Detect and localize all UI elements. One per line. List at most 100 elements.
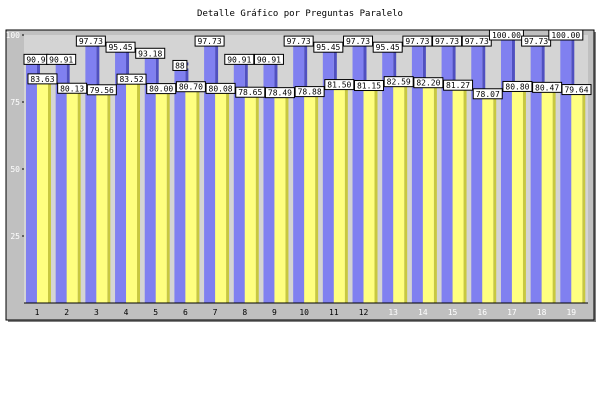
bar-series-2 [571,89,583,304]
bar-side [552,90,556,304]
bar-side [107,92,111,303]
bar-series-2 [96,89,108,303]
data-label: 97.73 [198,37,222,46]
data-label: 80.70 [179,83,203,92]
bar-series-2 [511,86,523,304]
data-label-box [116,73,147,85]
bar-side [582,92,586,304]
data-label-box [313,41,344,53]
bar-side [463,88,467,303]
data-label: 97.73 [465,37,489,46]
bar-series-1 [233,59,245,303]
y-tick-label: 100 [6,31,21,40]
x-tick-label: 19 [566,308,576,317]
bar-series-1 [560,35,572,303]
bar-series-2 [126,79,138,303]
y-tick-label: 25 [10,232,20,241]
bar-side [493,96,497,303]
x-tick-label: 17 [507,308,517,317]
x-tick-label: 6 [183,308,188,317]
data-label: 97.73 [79,37,103,46]
data-label: 78.07 [476,90,500,99]
bar-series-2 [333,84,345,303]
data-label-box [75,35,106,47]
x-tick-label: 8 [242,308,247,317]
bar-series-1 [174,65,186,304]
data-label: 97.73 [346,37,370,46]
data-label-box [172,59,188,71]
bar-series-2 [422,82,434,303]
data-label-box [283,35,314,47]
data-label-box [502,80,533,92]
data-label-box [548,29,584,41]
x-tick-label: 10 [299,308,309,317]
bar-series-2 [66,88,78,303]
data-label-box [383,76,414,88]
data-label-box [488,29,524,41]
y-tick-label: 50 [10,165,20,174]
bar-series-2 [185,86,197,303]
data-label-box [402,35,433,47]
data-label-box [521,35,552,47]
bar-side [315,94,319,304]
bar-series-1 [26,59,37,303]
bar-series-2 [304,91,316,304]
data-label-box [432,35,463,47]
bar-side [226,91,230,304]
x-tick-label: 4 [124,308,129,317]
data-label-box [224,53,255,65]
bar-series-1 [411,41,423,304]
bar-series-1 [115,47,127,303]
bar-series-2 [36,78,48,303]
bar-side [255,95,259,303]
data-label-box [324,79,355,91]
data-label: 82.59 [387,78,411,87]
x-tick-label: 11 [329,308,339,317]
x-tick-label: 18 [537,308,547,317]
data-label: 95.45 [376,43,400,52]
data-label-box [57,82,88,94]
bar-series-1 [144,53,156,303]
data-label: 78.65 [238,88,262,97]
x-tick-label: 9 [272,308,277,317]
bar-series-1 [471,41,483,304]
data-label: 80.47 [535,83,559,92]
bar-series-1 [263,59,275,303]
bar-series-1 [382,47,394,303]
bar-side [374,88,378,303]
data-label: 90.91 [227,55,251,64]
data-label: 80.08 [209,84,233,93]
bar-series-2 [363,85,375,303]
data-label: 83.52 [119,75,143,84]
x-tick-label: 7 [213,308,218,317]
data-label: 78.88 [298,88,322,97]
bar-series-2 [541,87,553,304]
x-tick-label: 12 [359,308,369,317]
chart-title: Detalle Gráfico por Preguntas Paralelo [197,9,403,19]
bar-series-2 [215,88,227,304]
bar-series-2 [482,93,494,303]
data-label-box [46,53,77,65]
data-label: 100.00 [492,31,521,40]
x-tick-label: 1 [35,308,40,317]
data-label: 81.50 [327,81,351,90]
y-tick-label: 75 [10,98,20,107]
bar-side [285,95,289,304]
data-label: 83.63 [30,75,54,84]
x-tick-label: 2 [64,308,69,317]
data-label: 97.73 [435,37,459,46]
bar-side [137,82,141,303]
data-label-box [175,81,206,93]
data-label-box [294,86,325,98]
data-label: 81.27 [446,81,470,90]
x-tick-label: 15 [448,308,458,317]
x-tick-label: 14 [418,308,428,317]
data-label-box [253,53,284,65]
data-label: 97.73 [287,37,311,46]
data-label: 95.45 [316,43,340,52]
bar-series-1 [322,47,334,303]
data-label: 81.15 [357,82,381,91]
data-label: 93.18 [138,49,162,58]
bar-series-1 [204,41,216,304]
